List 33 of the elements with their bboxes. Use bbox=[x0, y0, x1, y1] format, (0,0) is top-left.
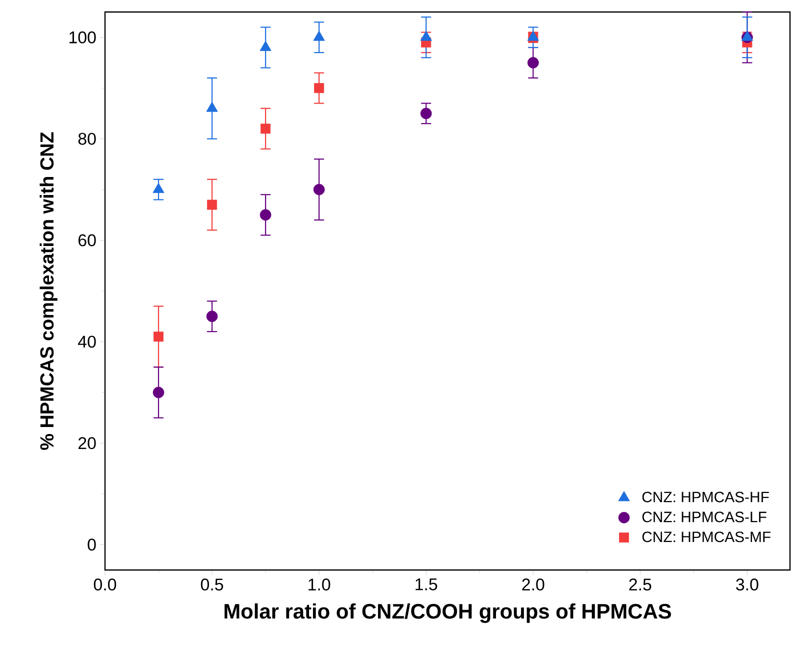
point bbox=[313, 30, 325, 41]
point bbox=[260, 40, 272, 51]
y-tick-label: 60 bbox=[78, 234, 96, 246]
y-axis-title: % HPMCAS complexation with CNZ bbox=[40, 132, 58, 450]
point bbox=[314, 83, 324, 94]
legend-label: CNZ: HPMCAS-MF bbox=[642, 532, 771, 542]
point bbox=[420, 30, 432, 41]
legend-label: CNZ: HPMCAS-LF bbox=[642, 512, 766, 522]
point bbox=[207, 200, 218, 210]
x-tick-label: 0.0 bbox=[94, 578, 116, 591]
point bbox=[260, 209, 272, 221]
legend-label: CNZ: HPMCAS-HF bbox=[642, 492, 769, 502]
x-tick-label: 1.0 bbox=[308, 578, 330, 591]
y-tick-label: 80 bbox=[78, 132, 96, 145]
point bbox=[154, 332, 164, 342]
x-tick-label: 3.0 bbox=[736, 578, 758, 591]
x-tick-label: 1.5 bbox=[416, 578, 438, 590]
x-tick-label: 2.5 bbox=[629, 578, 652, 591]
point bbox=[260, 124, 271, 134]
point bbox=[741, 30, 754, 41]
x-axis-title: Molar ratio of CNZ/COOH groups of HPMCAS bbox=[224, 603, 671, 623]
y-tick-label: 20 bbox=[78, 437, 96, 450]
x-tick-label: 2.0 bbox=[522, 578, 544, 591]
x-tick-label: 0.5 bbox=[200, 578, 224, 591]
y-tick-label: 100 bbox=[70, 31, 96, 44]
y-tick-label: 0 bbox=[88, 538, 96, 551]
point bbox=[313, 184, 325, 196]
y-tick-label: 40 bbox=[78, 336, 96, 348]
point bbox=[206, 310, 218, 322]
point bbox=[527, 57, 539, 68]
point bbox=[206, 102, 218, 112]
point bbox=[152, 386, 164, 398]
point bbox=[420, 108, 432, 120]
